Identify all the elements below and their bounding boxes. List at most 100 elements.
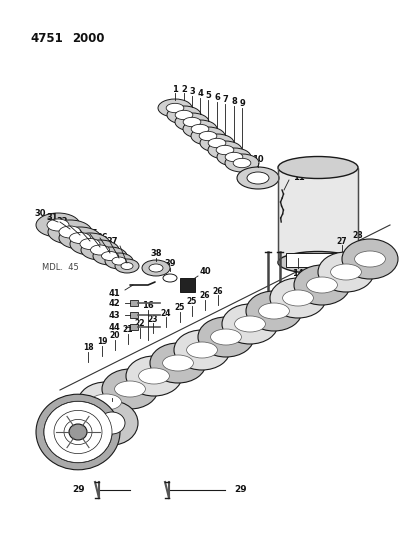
Ellipse shape [69,424,87,440]
Ellipse shape [99,412,125,434]
Ellipse shape [70,233,110,255]
Text: 9: 9 [239,100,245,109]
Text: 25: 25 [187,297,197,306]
Ellipse shape [81,240,119,260]
Text: 5: 5 [205,92,211,101]
Ellipse shape [183,120,217,138]
Text: 22: 22 [135,319,145,328]
Text: 16: 16 [142,302,154,311]
Ellipse shape [105,253,133,269]
Ellipse shape [80,238,100,249]
Text: 44: 44 [108,322,120,332]
Text: 4751: 4751 [30,31,63,44]
Bar [180,278,195,292]
Text: 21: 21 [123,326,133,335]
Text: 20: 20 [110,332,120,341]
Ellipse shape [246,291,302,331]
Ellipse shape [112,257,126,265]
Ellipse shape [163,274,177,282]
Ellipse shape [139,368,169,384]
Ellipse shape [149,264,163,272]
Text: 30: 30 [35,208,46,217]
Ellipse shape [47,219,69,231]
Bar [130,312,138,318]
Text: 28: 28 [353,231,363,240]
Ellipse shape [121,262,133,270]
Ellipse shape [59,227,101,249]
Ellipse shape [355,251,386,267]
Text: 29: 29 [234,486,246,495]
Ellipse shape [175,113,209,131]
Ellipse shape [199,131,217,141]
Text: 37: 37 [106,237,118,246]
Text: 7: 7 [222,95,228,104]
Ellipse shape [235,316,265,332]
Ellipse shape [283,290,313,306]
Ellipse shape [294,265,350,305]
Text: 39: 39 [164,259,176,268]
Ellipse shape [91,394,122,410]
Ellipse shape [64,419,92,445]
Ellipse shape [330,264,361,280]
Text: 2000: 2000 [72,31,104,44]
Ellipse shape [278,252,358,273]
Ellipse shape [211,329,242,345]
Ellipse shape [91,245,109,255]
Bar [286,253,350,266]
Text: 8: 8 [231,98,237,107]
Text: 29: 29 [72,486,85,495]
Text: 6: 6 [214,93,220,102]
Text: 2: 2 [181,85,187,93]
Bar [130,300,138,306]
Ellipse shape [158,99,192,117]
Ellipse shape [150,343,206,383]
Ellipse shape [208,141,242,159]
Ellipse shape [318,252,374,292]
Ellipse shape [270,278,326,318]
Ellipse shape [115,259,139,273]
Ellipse shape [216,146,234,155]
Ellipse shape [36,213,80,237]
Text: 25: 25 [175,303,185,312]
Text: 38: 38 [150,248,162,257]
Text: 15: 15 [327,269,339,278]
Ellipse shape [233,158,251,168]
Ellipse shape [142,260,170,276]
Text: 36: 36 [96,232,108,241]
Ellipse shape [174,330,230,370]
Ellipse shape [69,232,91,244]
Ellipse shape [247,172,269,184]
Ellipse shape [78,382,134,422]
Text: 40: 40 [200,268,212,277]
Ellipse shape [175,110,193,120]
Ellipse shape [163,355,193,371]
Ellipse shape [54,410,102,454]
Ellipse shape [86,401,138,445]
Text: 14: 14 [292,269,304,278]
Ellipse shape [67,407,98,423]
Text: 10: 10 [252,155,264,164]
Ellipse shape [191,127,225,145]
Bar [130,324,138,330]
Text: 35: 35 [86,229,98,238]
Ellipse shape [115,381,145,397]
Text: 42: 42 [108,298,120,308]
Text: 27: 27 [337,237,347,246]
Ellipse shape [342,239,398,279]
Text: 32: 32 [56,216,68,225]
Text: 31: 31 [47,213,58,222]
Ellipse shape [166,103,184,112]
Ellipse shape [186,342,217,358]
Ellipse shape [126,356,182,396]
Text: 11: 11 [293,173,305,182]
Text: 4: 4 [197,90,203,99]
Text: 33: 33 [67,221,78,230]
Text: 26: 26 [213,287,223,295]
Text: 18: 18 [83,343,93,352]
Ellipse shape [225,152,243,161]
Ellipse shape [198,317,254,357]
Ellipse shape [183,117,201,127]
Ellipse shape [102,369,158,409]
Ellipse shape [278,157,358,179]
Ellipse shape [167,106,201,124]
